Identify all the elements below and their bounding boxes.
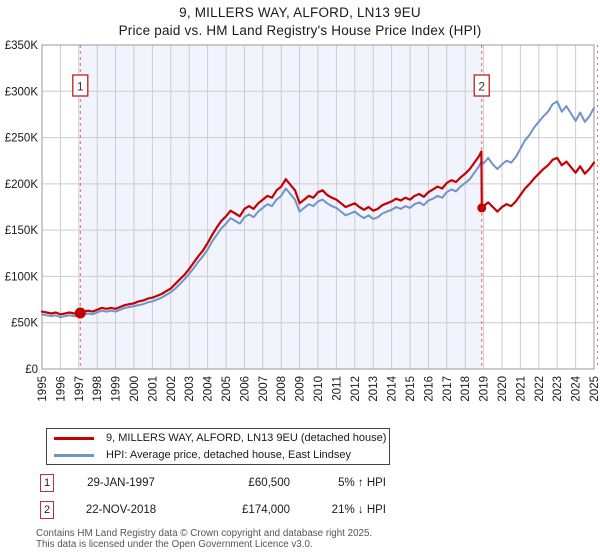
x-tick-label: 2013 <box>368 376 380 402</box>
sale-1-marker-badge: 1 <box>40 474 54 492</box>
sale-flag-number: 1 <box>77 80 84 94</box>
sale-annotation-row-1: 1 29-JAN-1997 £60,500 5% ↑ HPI <box>40 474 386 493</box>
x-tick-label: 2004 <box>203 375 215 401</box>
x-tick-label: 2006 <box>239 376 251 402</box>
x-tick-label: 2014 <box>387 375 399 401</box>
sale-1-price: £60,500 <box>248 477 290 489</box>
y-tick-label: £250K <box>5 133 39 145</box>
x-tick-label: 2019 <box>479 376 491 402</box>
x-tick-label: 2025 <box>589 376 600 402</box>
x-tick-label: 2016 <box>423 376 435 402</box>
x-tick-label: 2001 <box>147 376 159 402</box>
sale-2-price: £174,000 <box>242 504 290 516</box>
sale-point-dot <box>74 307 86 319</box>
page-subtitle: Price paid vs. HM Land Registry's House … <box>118 23 482 38</box>
sale-1-date: 29-JAN-1997 <box>87 477 155 489</box>
hpi-series-line <box>41 100 595 319</box>
y-tick-label: £200K <box>5 179 39 191</box>
sale-flag-box <box>473 74 490 97</box>
x-tick-label: 2021 <box>515 376 527 402</box>
x-tick-label: 2017 <box>442 376 454 402</box>
x-tick-label: 2015 <box>405 376 417 402</box>
y-tick-label: £50K <box>11 318 38 330</box>
x-tick-label: 1997 <box>74 376 86 402</box>
legend-label-hpi: HPI: Average price, detached house, East… <box>106 449 352 461</box>
x-tick-label: 2023 <box>552 376 564 402</box>
x-tick-label: 2020 <box>497 376 509 402</box>
x-tick-label: 2005 <box>221 376 233 402</box>
x-tick-label: 2007 <box>258 376 270 402</box>
x-tick-label: 1999 <box>111 376 123 402</box>
x-tick-label: 2003 <box>184 376 196 402</box>
hpi-line-swatch <box>54 453 94 457</box>
x-tick-label: 2012 <box>350 376 362 402</box>
y-tick-label: £350K <box>5 40 39 52</box>
x-tick-label: 1996 <box>55 376 67 402</box>
y-tick-label: £150K <box>5 225 39 237</box>
license-footer: Contains HM Land Registry data © Crown c… <box>36 528 373 551</box>
sale-1-hpi-delta: 5% ↑ HPI <box>338 477 386 489</box>
license-footer-line-1: Contains HM Land Registry data © Crown c… <box>36 528 373 539</box>
x-tick-label: 2000 <box>129 376 141 402</box>
y-tick-label: £0 <box>25 364 38 376</box>
x-tick-label: 2008 <box>276 376 288 402</box>
sale-2-marker-badge: 2 <box>40 501 54 519</box>
y-tick-label: £100K <box>5 271 39 283</box>
x-tick-label: 1995 <box>37 376 49 402</box>
x-tick-label: 2022 <box>534 376 546 402</box>
x-tick-label: 2009 <box>295 376 307 402</box>
sale-annotation-row-2: 2 22-NOV-2018 £174,000 21% ↓ HPI <box>40 501 386 520</box>
sale-flag-number: 2 <box>478 80 485 94</box>
x-tick-label: 2010 <box>313 376 325 402</box>
legend-row-property: 9, MILLERS WAY, ALFORD, LN13 9EU (detach… <box>47 431 389 446</box>
sale-flag-box <box>72 74 89 97</box>
sale-2-hpi-delta: 21% ↓ HPI <box>331 504 386 516</box>
page-title: 9, MILLERS WAY, ALFORD, LN13 9EU <box>179 5 421 20</box>
sale-point-dot <box>477 203 487 213</box>
property-line-swatch <box>54 436 94 440</box>
legend-row-hpi: HPI: Average price, detached house, East… <box>47 448 389 463</box>
sale-2-date: 22-NOV-2018 <box>85 504 157 516</box>
legend-label-property: 9, MILLERS WAY, ALFORD, LN13 9EU (detach… <box>106 432 387 444</box>
property-series-line <box>40 150 596 316</box>
x-tick-label: 1998 <box>92 376 104 402</box>
plot-border <box>41 44 595 370</box>
price-history-chart: £0 £50K £100K £150K £200K £250K £300K £350K 1995… <box>5 40 600 402</box>
x-tick-label: 2002 <box>166 376 178 402</box>
x-tick-label: 2018 <box>460 376 472 402</box>
chart-legend: 9, MILLERS WAY, ALFORD, LN13 9EU (detach… <box>46 428 390 465</box>
x-tick-label: 2011 <box>331 376 343 401</box>
y-tick-label: £300K <box>5 86 39 98</box>
x-tick-label: 2024 <box>571 375 583 401</box>
license-footer-line-2: This data is licensed under the Open Gov… <box>36 538 313 550</box>
